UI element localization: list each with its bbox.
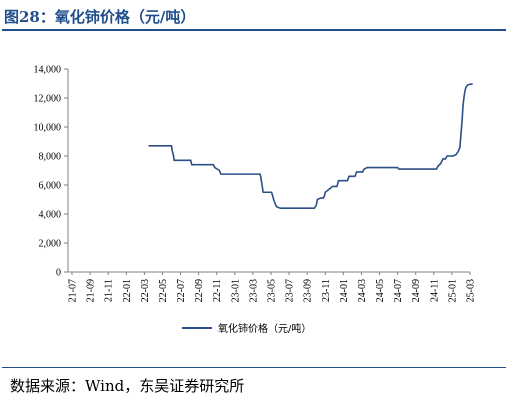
x-tick-label: 23-11 [321,279,332,302]
x-tick-label: 22-11 [212,279,223,302]
x-tick-label: 23-07 [285,279,296,302]
series-line-cerium-oxide-price [148,83,473,209]
y-tick-label: 2,000 [39,239,62,250]
chart: 02,0004,0006,0008,00010,00012,00014,000 … [34,65,477,336]
x-tick-label: 24-03 [357,279,368,302]
x-tick-label: 23-09 [303,279,314,302]
y-tick-label: 4,000 [39,210,62,221]
x-tick-label: 24-09 [411,279,422,302]
x-tick-label: 23-03 [248,279,259,302]
figure-title: 图28：氧化铈价格（元/吨） [4,8,196,26]
legend: 氧化铈价格（元/吨） [182,322,311,335]
source-note: 数据来源：Wind，东吴证券研究所 [10,377,245,395]
x-tick-label: 22-09 [194,279,205,302]
x-tick-label: 25-03 [466,279,477,302]
x-tick-label: 23-01 [230,279,241,302]
y-tick-label: 8,000 [39,152,62,163]
x-tick-label: 24-01 [339,279,350,302]
y-tick-label: 14,000 [34,65,62,76]
y-tick-label: 10,000 [34,123,62,134]
legend-label: 氧化铈价格（元/吨） [218,322,311,335]
y-tick-label: 6,000 [39,181,62,192]
x-tick-label: 22-03 [140,279,151,302]
x-tick-label: 21-11 [104,279,115,302]
x-axis: 21-07 21-09 21-11 22-01 22-03 22-05 22-07 22-09… [68,271,477,302]
x-tick-label: 22-05 [158,279,169,302]
title-rule [2,29,506,31]
x-tick-label: 25-01 [447,279,458,302]
y-tick-label: 12,000 [34,94,62,105]
x-tick-label: 21-07 [68,279,79,302]
y-ticks: 0 2,000 4,000 6,000 8,000 10,000 12,000 14,000 [34,65,68,279]
y-tick-label: 0 [56,268,61,279]
source-rule [2,367,506,368]
x-tick-label: 22-01 [122,279,133,302]
y-axis: 0 2,000 4,000 6,000 8,000 10,000 12,000 14,000 [34,65,69,279]
x-tick-label: 21-09 [86,279,97,302]
x-tick-label: 24-05 [375,279,386,302]
x-tick-label: 24-11 [429,279,440,302]
x-tick-label: 22-07 [176,279,187,302]
x-ticks: 21-07 21-09 21-11 22-01 22-03 22-05 22-07 22-09… [68,272,477,302]
x-tick-label: 24-07 [393,279,404,302]
x-tick-label: 23-05 [267,279,278,302]
